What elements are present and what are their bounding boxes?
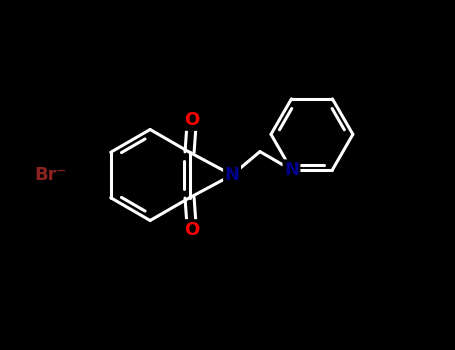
Text: O: O	[184, 220, 199, 239]
Text: O: O	[184, 111, 199, 130]
Text: N: N	[284, 161, 299, 179]
Text: N: N	[225, 166, 239, 184]
Text: Br⁻: Br⁻	[34, 166, 66, 184]
